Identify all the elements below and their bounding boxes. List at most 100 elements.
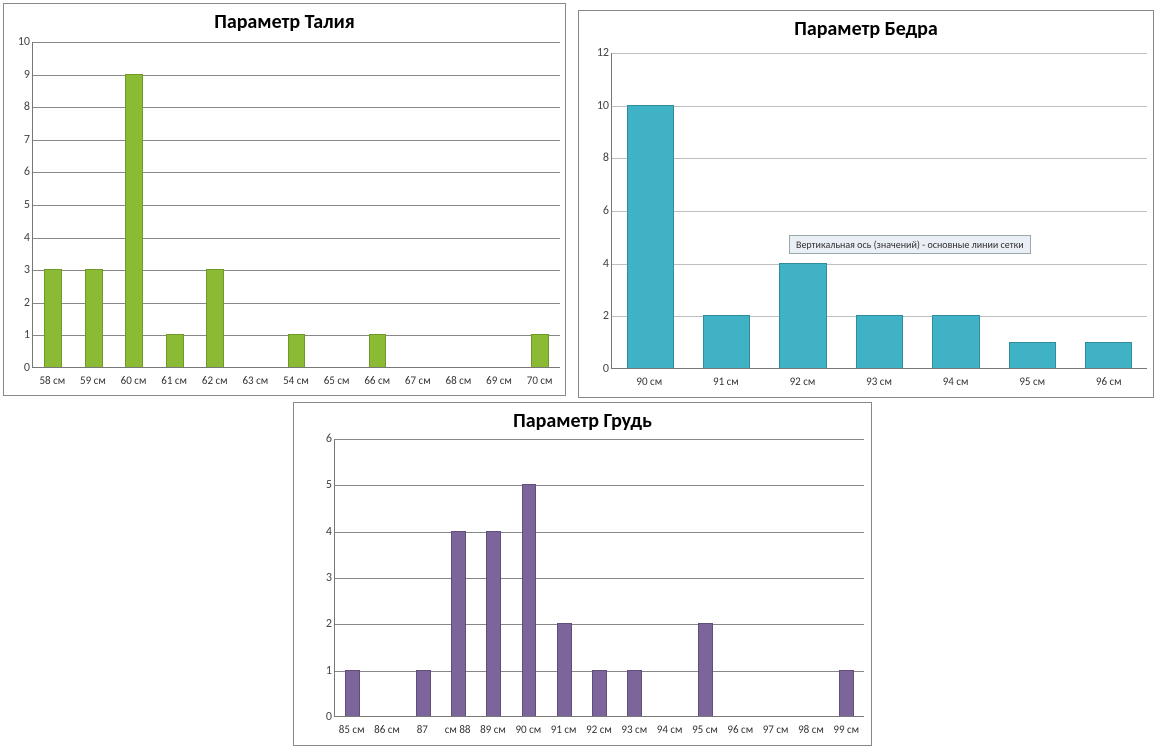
y-tick-label: 2: [589, 310, 609, 322]
y-tick-label: 3: [312, 572, 332, 584]
x-tick-label: 94 см: [917, 375, 994, 388]
y-tick-label: 1: [10, 329, 30, 341]
plot-area: [334, 439, 864, 717]
bar: [166, 334, 184, 367]
x-labels-row: 58 см59 см60 см61 см62 см63 см54 см65 см…: [32, 374, 560, 387]
bar-slot: [74, 42, 115, 367]
bars-row: [33, 42, 560, 367]
bar-slot: [612, 53, 688, 368]
x-tick-label: 99 см: [829, 723, 864, 736]
bar-slot: [479, 42, 520, 367]
x-tick-label: 93 см: [841, 375, 918, 388]
x-tick-label: 58 см: [32, 374, 73, 387]
y-tick-label: 10: [589, 100, 609, 112]
x-tick-label: 69 см: [479, 374, 520, 387]
y-tick-label: 5: [312, 479, 332, 491]
x-tick-label: см 88: [440, 723, 475, 736]
x-tick-label: 65 см: [316, 374, 357, 387]
x-tick-label: 96 см: [723, 723, 758, 736]
bar: [703, 315, 750, 368]
y-tick-label: 3: [10, 264, 30, 276]
x-tick-label: 89 см: [475, 723, 510, 736]
bar-slot: [114, 42, 155, 367]
x-tick-label: 68 см: [438, 374, 479, 387]
x-tick-label: 60 см: [113, 374, 154, 387]
y-tick-label: 8: [589, 152, 609, 164]
bar-slot: [723, 439, 758, 716]
y-tick-label: 12: [589, 47, 609, 59]
bar-slot: [438, 42, 479, 367]
bar: [698, 623, 713, 716]
bar-slot: [582, 439, 617, 716]
bar: [206, 269, 224, 367]
plot-area: [611, 53, 1147, 369]
y-tick-label: 4: [312, 526, 332, 538]
bar-slot: [317, 42, 358, 367]
y-tick-label: 1: [312, 665, 332, 677]
bar-slot: [398, 42, 439, 367]
bar-slot: [476, 439, 511, 716]
y-tick-label: 6: [312, 433, 332, 445]
x-labels-row: 85 см86 см87см 8889 см90 см91 см92 см93 …: [334, 723, 864, 736]
bar: [44, 269, 62, 367]
x-tick-label: 95 см: [994, 375, 1071, 388]
bar-slot: [33, 42, 74, 367]
x-tick-label: 66 см: [357, 374, 398, 387]
bar: [531, 334, 549, 367]
bar-slot: [276, 42, 317, 367]
bar-slot: [236, 42, 277, 367]
bar: [369, 334, 387, 367]
bar: [856, 315, 903, 368]
bars-row: [612, 53, 1147, 368]
x-tick-label: 87: [405, 723, 440, 736]
chart-title: Параметр Бедра: [579, 11, 1153, 45]
x-tick-label: 63 см: [235, 374, 276, 387]
bar-slot: [758, 439, 793, 716]
y-tick-label: 0: [312, 711, 332, 723]
bar: [451, 531, 466, 716]
y-tick-label: 0: [10, 362, 30, 374]
bar-slot: [441, 439, 476, 716]
bar-slot: [335, 439, 370, 716]
bar-slot: [688, 53, 764, 368]
x-tick-label: 70 см: [519, 374, 560, 387]
bar: [486, 531, 501, 716]
bar: [627, 105, 674, 368]
y-tick-label: 6: [10, 166, 30, 178]
bar-slot: [370, 439, 405, 716]
y-tick-label: 6: [589, 205, 609, 217]
bar: [779, 263, 826, 368]
chart-waist: Параметр Талия01234567891058 см59 см60 с…: [3, 3, 566, 396]
x-tick-label: 91 см: [688, 375, 765, 388]
bar-slot: [1071, 53, 1147, 368]
bar-slot: [765, 53, 841, 368]
x-tick-label: 62 см: [194, 374, 235, 387]
bar-slot: [547, 439, 582, 716]
bar-slot: [793, 439, 828, 716]
y-tick-label: 4: [10, 232, 30, 244]
y-tick-label: 8: [10, 101, 30, 113]
bar: [416, 670, 431, 716]
x-tick-label: 59 см: [73, 374, 114, 387]
bar: [288, 334, 306, 367]
bar-slot: [195, 42, 236, 367]
bar: [592, 670, 607, 716]
x-tick-label: 90 см: [611, 375, 688, 388]
bar: [557, 623, 572, 716]
y-tick-label: 4: [589, 258, 609, 270]
x-tick-label: 91 см: [546, 723, 581, 736]
bar-slot: [918, 53, 994, 368]
x-tick-label: 97 см: [758, 723, 793, 736]
bar: [345, 670, 360, 716]
bar: [932, 315, 979, 368]
x-tick-label: 98 см: [793, 723, 828, 736]
x-tick-label: 54 см: [276, 374, 317, 387]
bars-row: [335, 439, 864, 716]
x-tick-label: 92 см: [764, 375, 841, 388]
bar: [85, 269, 103, 367]
x-tick-label: 61 см: [154, 374, 195, 387]
x-tick-label: 95 см: [687, 723, 722, 736]
bar: [125, 74, 143, 367]
bar-slot: [688, 439, 723, 716]
chart-chest: Параметр Грудь012345685 см86 см87см 8889…: [293, 402, 872, 746]
